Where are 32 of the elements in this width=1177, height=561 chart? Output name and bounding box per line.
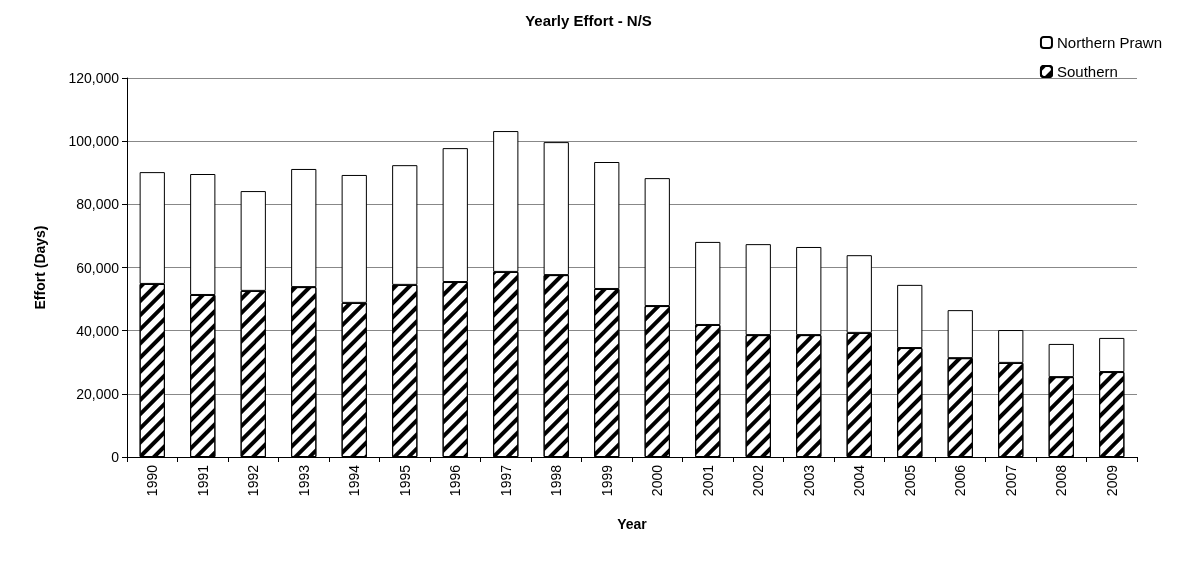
x-tick-label: 1992	[245, 464, 262, 497]
y-tick-label: 120,000	[68, 70, 120, 86]
x-tick-label: 2003	[800, 464, 817, 497]
x-tick-label: 1999	[598, 464, 615, 497]
x-tick-label: 2008	[1053, 464, 1070, 497]
y-tick-label: 100,000	[68, 133, 120, 150]
legend-label: Southern	[1056, 63, 1118, 80]
x-tick-label: 2001	[699, 464, 716, 497]
y-axis-title: Effort (Days)	[32, 225, 48, 310]
y-tick-label: 40,000	[76, 322, 120, 339]
x-tick-label: 2006	[952, 464, 969, 497]
legend-label: Northern Prawn	[1056, 34, 1162, 51]
x-tick-label: 1991	[194, 464, 211, 497]
y-tick-label: 20,000	[76, 385, 120, 402]
y-tick-label: 0	[111, 449, 120, 465]
x-tick-label: 2005	[901, 464, 918, 497]
x-tick-label: 1990	[144, 464, 161, 497]
x-tick-label: 2007	[1002, 464, 1019, 497]
x-tick-label: 1993	[295, 464, 312, 497]
y-tick-label: 80,000	[76, 196, 120, 213]
x-tick-label: 2000	[649, 464, 666, 497]
x-tick-label: 2009	[1103, 464, 1120, 497]
x-tick-label: 1997	[497, 464, 514, 497]
x-tick-label: 2004	[851, 464, 868, 497]
chart-title: Yearly Effort - N/S	[525, 12, 652, 29]
x-tick-label: 1995	[396, 464, 413, 497]
x-tick-label: 1998	[548, 464, 565, 497]
x-axis-title: Year	[617, 516, 648, 532]
x-tick-label: 1994	[346, 464, 363, 497]
x-tick-label: 1996	[447, 464, 464, 497]
x-tick-label: 2002	[750, 464, 767, 497]
y-tick-label: 60,000	[76, 259, 120, 276]
